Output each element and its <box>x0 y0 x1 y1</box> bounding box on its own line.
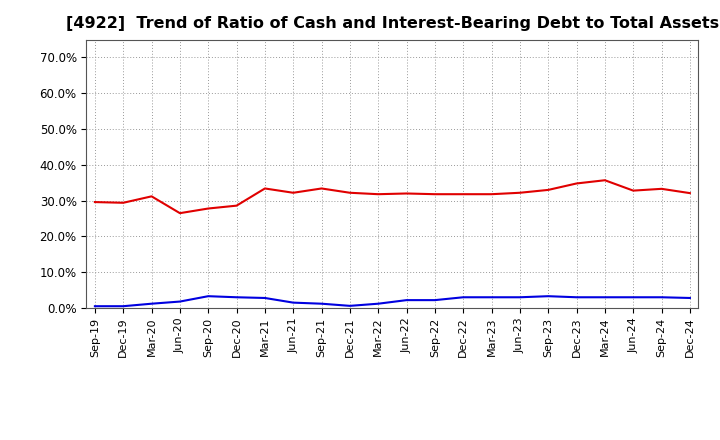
Interest-Bearing Debt <box>346 303 354 308</box>
Interest-Bearing Debt <box>119 304 127 309</box>
Interest-Bearing Debt <box>544 293 552 299</box>
Interest-Bearing Debt <box>91 304 99 309</box>
Cash <box>204 206 212 211</box>
Interest-Bearing Debt <box>685 295 694 301</box>
Cash <box>487 191 496 197</box>
Cash <box>233 203 241 208</box>
Interest-Bearing Debt <box>204 293 212 299</box>
Cash <box>431 191 439 197</box>
Cash <box>289 190 297 195</box>
Interest-Bearing Debt <box>657 295 666 300</box>
Cash <box>544 187 552 193</box>
Cash <box>261 186 269 191</box>
Cash <box>119 200 127 205</box>
Interest-Bearing Debt <box>318 301 326 306</box>
Interest-Bearing Debt <box>600 295 609 300</box>
Interest-Bearing Debt <box>289 300 297 305</box>
Cash <box>176 210 184 216</box>
Interest-Bearing Debt <box>176 299 184 304</box>
Interest-Bearing Debt <box>459 295 467 300</box>
Cash <box>629 188 637 193</box>
Interest-Bearing Debt <box>431 297 439 303</box>
Interest-Bearing Debt <box>374 301 382 306</box>
Interest-Bearing Debt <box>261 295 269 301</box>
Cash <box>600 178 609 183</box>
Cash <box>685 191 694 196</box>
Interest-Bearing Debt <box>487 295 496 300</box>
Cash <box>346 190 354 195</box>
Cash <box>459 191 467 197</box>
Cash <box>516 190 524 195</box>
Cash <box>374 191 382 197</box>
Cash <box>402 191 411 196</box>
Cash <box>91 199 99 205</box>
Cash <box>148 194 156 199</box>
Interest-Bearing Debt <box>629 295 637 300</box>
Interest-Bearing Debt <box>572 295 581 300</box>
Interest-Bearing Debt <box>402 297 411 303</box>
Title: [4922]  Trend of Ratio of Cash and Interest-Bearing Debt to Total Assets: [4922] Trend of Ratio of Cash and Intere… <box>66 16 719 32</box>
Line: Interest-Bearing Debt: Interest-Bearing Debt <box>95 296 690 306</box>
Interest-Bearing Debt <box>233 295 241 300</box>
Interest-Bearing Debt <box>516 295 524 300</box>
Line: Cash: Cash <box>95 180 690 213</box>
Cash <box>572 181 581 186</box>
Cash <box>657 186 666 191</box>
Cash <box>318 186 326 191</box>
Interest-Bearing Debt <box>148 301 156 306</box>
